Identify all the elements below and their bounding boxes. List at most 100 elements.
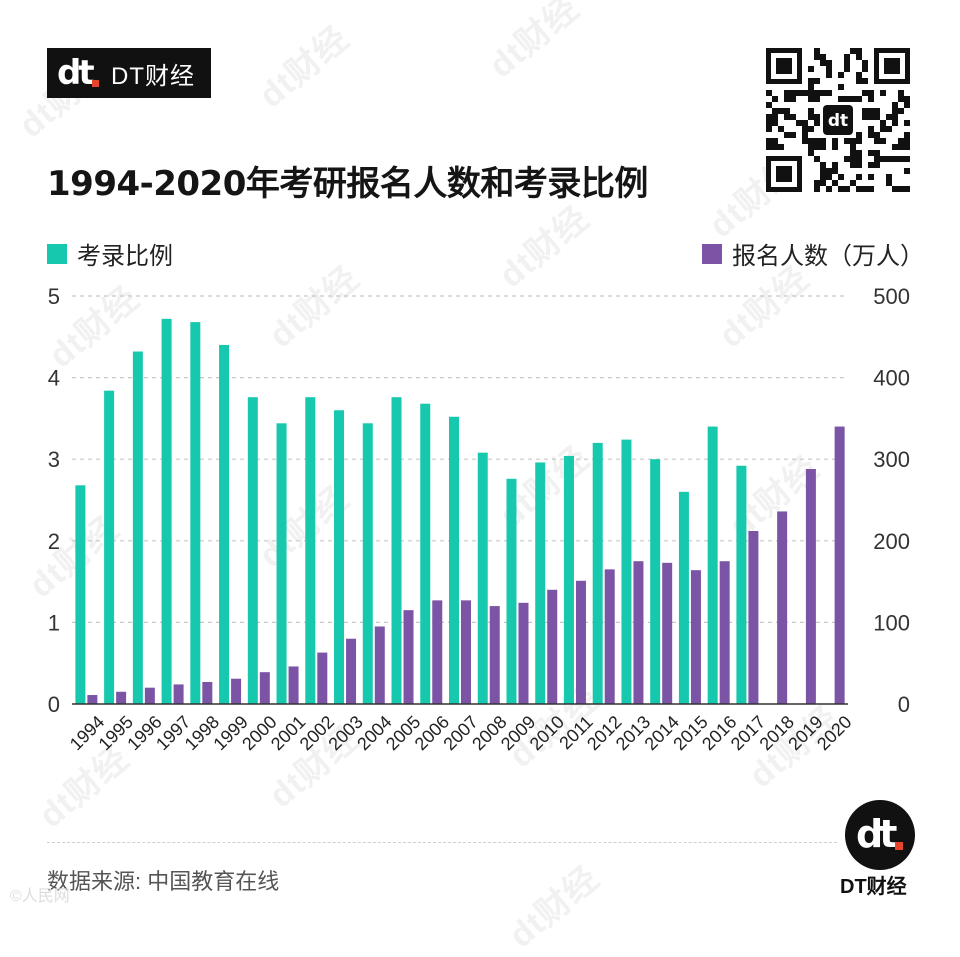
bar-ratio-2004 — [362, 423, 373, 704]
qr-cell — [904, 96, 910, 102]
qr-cell — [862, 186, 868, 192]
qr-cell — [862, 90, 868, 96]
qr-cell — [868, 108, 874, 114]
qr-cell — [808, 144, 814, 150]
bar-applicants-2003 — [346, 638, 357, 704]
qr-cell — [862, 78, 868, 84]
qr-cell — [808, 96, 814, 102]
bar-ratio-1995 — [104, 390, 115, 704]
qr-cell — [772, 120, 778, 126]
qr-cell — [808, 126, 814, 132]
qr-cell — [832, 144, 838, 150]
dt-circle-logo-icon: dt — [845, 800, 915, 870]
bar-applicants-2015 — [690, 570, 701, 704]
qr-cell — [790, 90, 796, 96]
qr-cell — [904, 144, 910, 150]
qr-cell — [826, 72, 832, 78]
legend-applicants-swatch — [702, 243, 722, 264]
qr-cell — [784, 114, 790, 120]
qr-cell — [856, 78, 862, 84]
qr-cell — [904, 156, 910, 162]
qr-cell — [772, 96, 778, 102]
bar-applicants-2017 — [748, 531, 759, 704]
qr-cell — [862, 108, 868, 114]
qr-cell — [898, 138, 904, 144]
qr-cell — [772, 114, 778, 120]
qr-cell — [856, 96, 862, 102]
qr-cell — [826, 66, 832, 72]
bar-applicants-2011 — [575, 580, 586, 704]
qr-cell — [892, 120, 898, 126]
qr-cell — [814, 114, 820, 120]
qr-cell — [820, 54, 826, 60]
qr-cell — [814, 186, 820, 192]
qr-cell — [850, 96, 856, 102]
bar-ratio-2006 — [420, 403, 431, 704]
bar-applicants-1997 — [173, 684, 184, 704]
qr-cell — [838, 174, 844, 180]
qr-cell — [838, 72, 844, 78]
bar-applicants-2012 — [604, 569, 615, 704]
bar-applicants-2008 — [489, 606, 500, 704]
qr-cell — [856, 54, 862, 60]
qr-cell — [820, 180, 826, 186]
qr-cell — [826, 90, 832, 96]
y-left-tick-label: 5 — [48, 284, 60, 309]
qr-cell — [814, 144, 820, 150]
qr-cell — [898, 108, 904, 114]
qr-cell — [874, 156, 880, 162]
y-right-tick-label: 400 — [873, 366, 910, 391]
qr-cell — [838, 84, 844, 90]
qr-cell — [904, 102, 910, 108]
bar-ratio-2002 — [305, 397, 316, 704]
bar-ratio-2017 — [736, 465, 747, 704]
qr-cell — [796, 120, 802, 126]
qr-cell — [898, 96, 904, 102]
bar-applicants-2013 — [633, 561, 644, 704]
watermark-text: dt财经 — [482, 0, 587, 86]
bar-ratio-1999 — [219, 344, 230, 704]
qr-cell — [844, 186, 850, 192]
bar-ratio-2001 — [276, 423, 287, 704]
qr-cell — [862, 114, 868, 120]
qr-cell — [766, 102, 772, 108]
qr-cell — [802, 126, 808, 132]
logo-accent-dot — [92, 80, 99, 87]
qr-cell — [868, 90, 874, 96]
bar-applicants-2000 — [259, 672, 270, 704]
bars-layer — [75, 318, 845, 704]
y-right-tick-label: 100 — [873, 610, 910, 635]
bar-ratio-1994 — [75, 485, 86, 704]
watermark-text: dt财经 — [252, 19, 357, 116]
qr-cell — [814, 90, 820, 96]
y-left-tick-label: 2 — [48, 529, 60, 554]
qr-cell — [844, 54, 850, 60]
qr-cell — [868, 96, 874, 102]
qr-cell — [886, 126, 892, 132]
qr-cell — [844, 66, 850, 72]
bar-applicants-2009 — [518, 602, 529, 704]
bar-applicants-1996 — [144, 687, 155, 704]
bar-applicants-2004 — [374, 626, 385, 704]
qr-code-icon: dt — [766, 48, 910, 192]
qr-cell — [814, 48, 820, 54]
qr-cell — [778, 144, 784, 150]
qr-cell — [886, 156, 892, 162]
qr-cell — [808, 138, 814, 144]
legend-ratio-label: 考录比例 — [77, 243, 173, 270]
qr-cell — [814, 180, 820, 186]
qr-cell — [778, 108, 784, 114]
bar-applicants-2018 — [777, 511, 788, 704]
y-right-tick-label: 0 — [898, 692, 910, 717]
qr-cell — [868, 186, 874, 192]
qr-cell — [814, 54, 820, 60]
qr-center-mark: dt — [828, 111, 848, 131]
qr-cell — [832, 162, 838, 168]
qr-cell — [808, 114, 814, 120]
qr-cell — [856, 150, 862, 156]
qr-cell — [868, 114, 874, 120]
bottom-logo-letters: dt — [856, 812, 897, 856]
qr-cell — [874, 132, 880, 138]
bar-ratio-2005 — [391, 397, 402, 704]
bar-applicants-2002 — [317, 652, 328, 704]
